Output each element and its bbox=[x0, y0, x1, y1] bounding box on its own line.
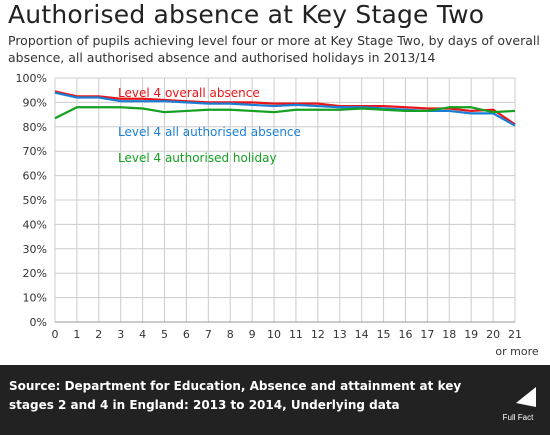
y-tick-label: 90% bbox=[23, 96, 47, 109]
x-tick-label: 11 bbox=[289, 328, 303, 341]
y-tick-label: 30% bbox=[23, 243, 47, 256]
x-tick-label: 14 bbox=[355, 328, 369, 341]
y-tick-label: 20% bbox=[23, 267, 47, 280]
series-line bbox=[54, 106, 516, 120]
x-tick-label: 17 bbox=[420, 328, 434, 341]
y-tick-label: 100% bbox=[16, 72, 47, 85]
x-tick-label: 21 bbox=[508, 328, 522, 341]
x-tick-label: 1 bbox=[73, 328, 80, 341]
x-tick-suffix: or more bbox=[495, 345, 538, 358]
y-tick-label: 70% bbox=[23, 145, 47, 158]
source-text: Source: Department for Education, Absenc… bbox=[9, 379, 462, 412]
chart-subtitle: Proportion of pupils achieving level fou… bbox=[8, 33, 540, 65]
series-label: Level 4 all authorised absence bbox=[118, 125, 301, 139]
x-tick-label: 10 bbox=[267, 328, 281, 341]
x-tick-label: 5 bbox=[161, 328, 168, 341]
x-tick-label: 3 bbox=[117, 328, 124, 341]
x-tick-label: 16 bbox=[398, 328, 412, 341]
series-label: Level 4 authorised holiday bbox=[118, 151, 277, 165]
y-tick-label: 80% bbox=[23, 121, 47, 134]
x-tick-label: 4 bbox=[139, 328, 146, 341]
x-tick-label: 13 bbox=[333, 328, 347, 341]
chart-title: Authorised absence at Key Stage Two bbox=[8, 0, 485, 29]
x-tick-label: 0 bbox=[52, 328, 59, 341]
x-tick-label: 19 bbox=[464, 328, 478, 341]
y-tick-label: 60% bbox=[23, 170, 47, 183]
y-tick-label: 10% bbox=[23, 292, 47, 305]
series-label: Level 4 overall absence bbox=[118, 86, 260, 100]
footer-bar: Source: Department for Education, Absenc… bbox=[0, 365, 550, 435]
x-tick-label: 8 bbox=[227, 328, 234, 341]
x-tick-label: 9 bbox=[249, 328, 256, 341]
x-tick-label: 12 bbox=[311, 328, 325, 341]
svg-text:Full Fact: Full Fact bbox=[503, 413, 534, 422]
x-tick-label: 15 bbox=[377, 328, 391, 341]
x-tick-label: 7 bbox=[205, 328, 212, 341]
y-tick-label: 0% bbox=[30, 316, 47, 329]
series-line bbox=[54, 91, 516, 127]
y-tick-label: 50% bbox=[23, 194, 47, 207]
line-chart: 0%10%20%30%40%50%60%70%80%90%100%0 1 2 3 4 5 6… bbox=[16, 72, 539, 358]
y-tick-label: 40% bbox=[23, 218, 47, 231]
x-tick-label: 20 bbox=[486, 328, 500, 341]
x-tick-label: 2 bbox=[95, 328, 102, 341]
full-fact-logo: Full Fact bbox=[503, 387, 536, 422]
x-tick-label: 6 bbox=[183, 328, 190, 341]
x-tick-label: 18 bbox=[442, 328, 456, 341]
